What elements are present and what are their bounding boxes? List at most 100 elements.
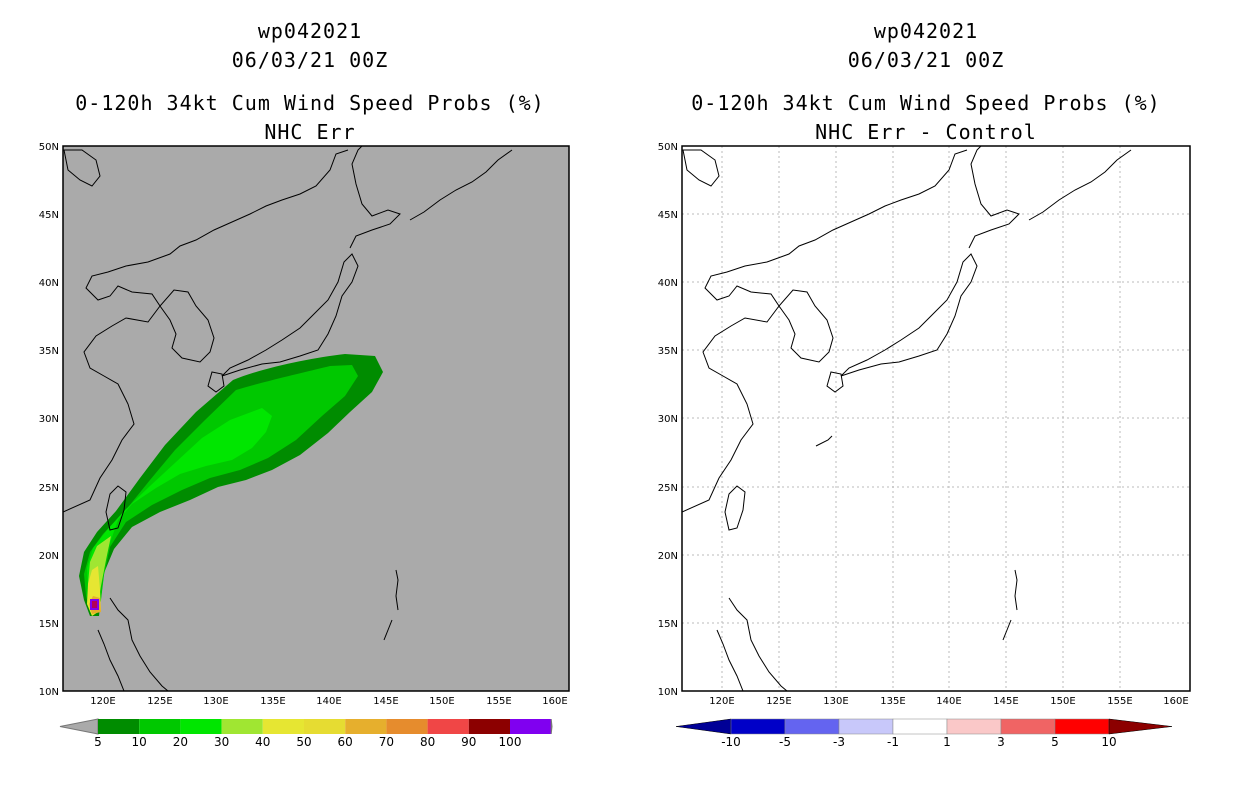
colorbar-box	[304, 719, 346, 734]
colorbar-label: 1	[943, 735, 951, 749]
lon-label: 150E	[1050, 696, 1075, 707]
left-coastlines	[63, 146, 513, 691]
lat-label: 35N	[39, 346, 59, 357]
right-subtitle: NHC Err - Control	[815, 120, 1037, 144]
right-product-title: 0-120h 34kt Cum Wind Speed Probs (%)	[691, 91, 1161, 115]
lon-label: 125E	[766, 696, 791, 707]
colorbar-box	[946, 718, 1002, 735]
left-product-title: 0-120h 34kt Cum Wind Speed Probs (%)	[75, 91, 545, 115]
colorbar-label: 10	[132, 735, 147, 749]
lon-label: 160E	[1163, 696, 1188, 707]
lat-label: 35N	[658, 346, 678, 357]
colorbar-label: 100	[499, 735, 522, 749]
colorbar-box	[784, 718, 840, 735]
lat-label: 15N	[658, 619, 678, 630]
colorbar-label: 70	[379, 735, 394, 749]
lon-label: 140E	[316, 696, 341, 707]
lat-label: 40N	[39, 278, 59, 289]
lon-label: 145E	[993, 696, 1018, 707]
colorbar-box	[180, 719, 222, 734]
colorbar-box	[345, 719, 387, 734]
colorbar-label: -1	[887, 735, 899, 749]
prob-swath-80pct	[92, 601, 97, 608]
lon-label: 130E	[203, 696, 228, 707]
colorbar-label: 50	[296, 735, 311, 749]
colorbar-label: -5	[779, 735, 791, 749]
prob-swath-10pct	[84, 365, 358, 612]
colorbar-box	[221, 719, 263, 734]
colorbar-box	[139, 719, 181, 734]
lon-label: 135E	[880, 696, 905, 707]
lat-label: 30N	[658, 414, 678, 425]
left-lat-labels: 50N 45N 40N 35N 30N 25N 20N 15N 10N	[39, 142, 59, 698]
lat-label: 10N	[658, 687, 678, 698]
colorbar-label: 90	[461, 735, 476, 749]
colorbar-label: -10	[721, 735, 741, 749]
lon-label: 135E	[260, 696, 285, 707]
lat-label: 15N	[39, 619, 59, 630]
colorbar-label: 10	[1101, 735, 1116, 749]
right-datetime: 06/03/21 00Z	[847, 48, 1005, 72]
lon-label: 120E	[709, 696, 734, 707]
left-subtitle: NHC Err	[264, 120, 356, 144]
colorbar-box	[510, 719, 552, 734]
colorbar-box	[1054, 718, 1110, 735]
lon-label: 145E	[373, 696, 398, 707]
lat-label: 20N	[39, 551, 59, 562]
colorbar-label: 3	[997, 735, 1005, 749]
lat-label: 45N	[658, 210, 678, 221]
colorbar-label: 5	[94, 735, 102, 749]
right-coastlines	[682, 146, 1132, 691]
colorbar-right-arrow	[1108, 718, 1173, 735]
colorbar-box	[838, 718, 894, 735]
right-lon-labels: 120E 125E 130E 135E 140E 145E 150E 155E …	[709, 696, 1188, 707]
lon-label: 140E	[936, 696, 961, 707]
colorbar-box	[262, 719, 304, 734]
right-map-background	[682, 146, 1190, 691]
colorbar-box	[427, 719, 469, 734]
colorbar-label: 20	[173, 735, 188, 749]
lat-label: 40N	[658, 278, 678, 289]
colorbar-box	[386, 719, 428, 734]
lon-label: 130E	[823, 696, 848, 707]
colorbar-box	[468, 719, 510, 734]
lat-label: 45N	[39, 210, 59, 221]
colorbar-label: 40	[255, 735, 270, 749]
lon-label: 150E	[429, 696, 454, 707]
colorbar-label: 60	[338, 735, 353, 749]
colorbar-left-arrow	[59, 718, 99, 735]
colorbar-box	[730, 718, 786, 735]
colorbar-label: 5	[1051, 735, 1059, 749]
lon-label: 155E	[1107, 696, 1132, 707]
colorbar-label: 80	[420, 735, 435, 749]
colorbar-right-arrow	[550, 718, 553, 735]
lat-label: 25N	[658, 483, 678, 494]
lat-label: 20N	[658, 551, 678, 562]
right-colorbar: -10 -5 -3 -1 1 3 5 10	[675, 718, 1173, 749]
left-storm-id: wp042021	[257, 19, 363, 43]
lat-label: 50N	[39, 142, 59, 153]
right-storm-id: wp042021	[873, 19, 979, 43]
left-map-frame	[62, 145, 570, 692]
left-colorbar: 5 10 20 30 40 50 60 70 80 90 100	[59, 718, 553, 749]
right-lat-labels: 50N 45N 40N 35N 30N 25N 20N 15N 10N	[658, 142, 678, 698]
lat-label: 50N	[658, 142, 678, 153]
colorbar-label: 30	[214, 735, 229, 749]
right-map: 50N 45N 40N 35N 30N 25N 20N 15N 10N 120E…	[658, 142, 1191, 749]
lat-label: 10N	[39, 687, 59, 698]
right-map-frame	[681, 145, 1191, 692]
colorbar-box	[1000, 718, 1056, 735]
lon-label: 160E	[542, 696, 567, 707]
colorbar-label: -3	[833, 735, 845, 749]
lon-label: 155E	[486, 696, 511, 707]
colorbar-box	[98, 719, 140, 734]
lon-label: 125E	[147, 696, 172, 707]
colorbar-left-arrow	[675, 718, 732, 735]
colorbar-box	[892, 718, 948, 735]
lat-label: 30N	[39, 414, 59, 425]
lat-label: 25N	[39, 483, 59, 494]
left-lon-labels: 120E 125E 130E 135E 140E 145E 150E 155E …	[90, 696, 567, 707]
prob-swath-20pct	[87, 408, 272, 604]
left-datetime: 06/03/21 00Z	[231, 48, 389, 72]
lon-label: 120E	[90, 696, 115, 707]
